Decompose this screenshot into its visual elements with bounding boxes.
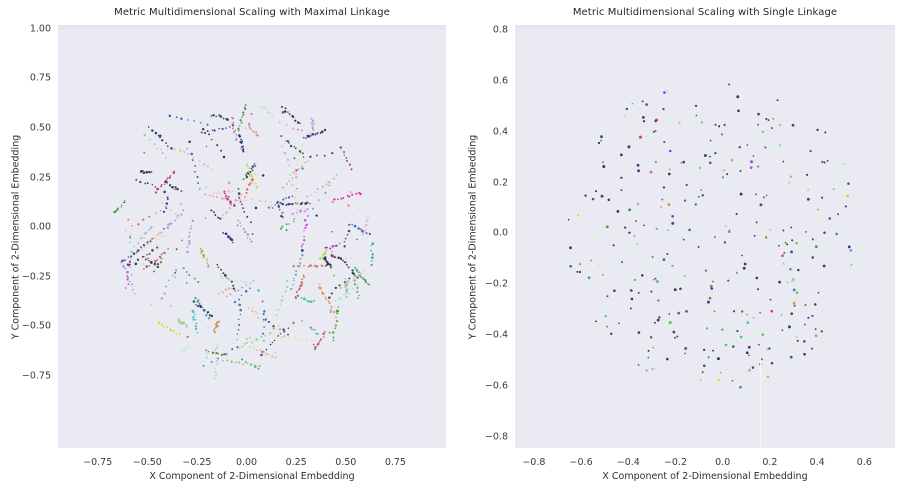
plot-area-left [58, 25, 446, 448]
y-tick-label: 0.00 [29, 221, 51, 233]
x-tick-label: 0.00 [235, 457, 258, 468]
scatter-canvas-left [58, 25, 446, 448]
y-tick-label: 0.2 [492, 177, 508, 188]
scatter-canvas-right [515, 25, 895, 448]
x-tick-label: 0.6 [856, 457, 872, 468]
x-tick-label: 0.50 [335, 457, 357, 468]
y-tick-label: 0.75 [29, 72, 51, 84]
x-tick-label: −0.4 [616, 457, 640, 468]
x-tick-label: −0.50 [132, 457, 162, 468]
y-tick-label: −0.6 [484, 380, 508, 392]
x-tick-label: −0.75 [83, 457, 113, 468]
x-tick-label: −0.8 [522, 457, 546, 468]
x-axis-label-right: X Component of 2-Dimensional Embedding [602, 471, 808, 482]
x-tick-label: 0.2 [762, 457, 778, 468]
x-tick-label: −0.25 [182, 457, 212, 468]
y-tick-label: 0.4 [492, 126, 508, 138]
y-tick-label: 0.8 [492, 24, 508, 36]
y-tick-label: −0.2 [484, 278, 508, 290]
plot-area-right [515, 25, 895, 448]
y-tick-label: −0.4 [484, 329, 508, 341]
y-tick-label: −0.25 [21, 271, 51, 283]
plot-title-right: Metric Multidimensional Scaling with Sin… [572, 7, 838, 18]
y-tick-label: 0.50 [29, 122, 51, 134]
y-axis-label-right: Y Component of 2-Dimensional Embedding [467, 134, 479, 339]
x-axis-label-left: X Component of 2-Dimensional Embedding [149, 471, 355, 482]
x-tick-label: 0.4 [809, 457, 825, 468]
x-tick-label: 0.75 [384, 457, 406, 468]
y-tick-label: −0.8 [484, 431, 508, 443]
y-tick-label: 0.25 [29, 172, 51, 184]
x-tick-label: 0.0 [715, 457, 731, 468]
y-tick-label: 1.00 [29, 23, 51, 35]
x-tick-label: −0.2 [663, 457, 688, 468]
plot-title-left: Metric Multidimensional Scaling with Max… [114, 7, 390, 18]
y-tick-label: −0.50 [21, 320, 51, 332]
x-tick-label: −0.6 [569, 457, 593, 468]
y-tick-label: 0.0 [492, 227, 508, 239]
y-tick-label: −0.75 [21, 370, 51, 382]
y-tick-label: 0.6 [492, 75, 508, 87]
x-tick-label: 0.25 [285, 457, 307, 468]
